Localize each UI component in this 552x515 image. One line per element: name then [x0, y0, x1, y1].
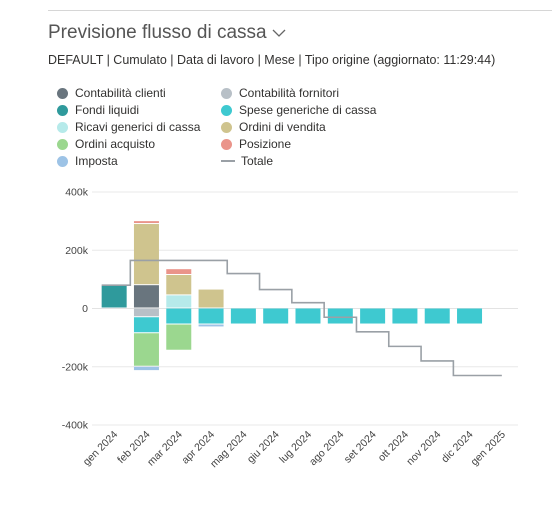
legend-label: Ordini di vendita	[239, 120, 326, 134]
bar-segment	[327, 308, 353, 324]
x-tick-label: gen 2024	[81, 429, 121, 469]
bar-segment	[424, 308, 450, 324]
x-tick-label: giu 2024	[245, 429, 282, 466]
y-tick-label: -400k	[62, 420, 89, 432]
x-tick-label: nov 2024	[404, 429, 443, 468]
legend-label: Posizione	[239, 137, 292, 151]
bar-segment	[263, 308, 289, 324]
bar-segment	[198, 289, 224, 308]
legend-label: Contabilità fornitori	[239, 86, 340, 100]
legend-label: Spese generiche di cassa	[239, 103, 377, 117]
legend-item-imposta[interactable]: Imposta	[57, 154, 118, 168]
chart-title-dropdown[interactable]: Previsione flusso di cassa	[48, 22, 287, 44]
legend-item-totale[interactable]: Totale	[221, 154, 273, 168]
legend-label: Imposta	[75, 154, 118, 168]
legend-item-ricavi-generici[interactable]: Ricavi generici di cassa	[57, 120, 200, 134]
x-tick-label: gen 2025	[469, 429, 509, 469]
legend-item-posizione[interactable]: Posizione	[221, 137, 291, 151]
legend-swatch	[221, 160, 235, 162]
legend-swatch	[221, 87, 232, 99]
bar-segment	[133, 333, 159, 366]
bar-segment	[295, 308, 321, 324]
bar-segment	[133, 317, 159, 333]
bar-segment	[133, 308, 159, 317]
bar-segment	[133, 366, 159, 371]
bar-segment	[166, 295, 192, 308]
bar-segment	[360, 308, 386, 324]
legend-item-contabilita-clienti[interactable]: Contabilità clienti	[57, 86, 166, 100]
x-tick-label: ago 2024	[307, 429, 347, 469]
x-tick-label: mar 2024	[145, 429, 185, 469]
legend-swatch	[57, 121, 68, 133]
legend-swatch	[221, 104, 232, 116]
total-line	[101, 259, 502, 377]
bar-segment	[166, 275, 192, 295]
legend-swatch	[57, 87, 68, 99]
legend-label: Fondi liquidi	[75, 103, 140, 117]
chevron-down-icon	[272, 29, 286, 37]
legend-swatch	[57, 138, 68, 150]
bar-segment	[166, 324, 192, 350]
bar-segment	[198, 324, 224, 327]
bar-segment	[392, 308, 418, 324]
legend-item-spese-generiche[interactable]: Spese generiche di cassa	[221, 103, 376, 117]
chart-subtitle: DEFAULT | Cumulato | Data di lavoro | Me…	[48, 53, 496, 67]
bar-segment	[198, 308, 224, 324]
legend-item-fondi-liquidi[interactable]: Fondi liquidi	[57, 103, 139, 117]
header-divider	[48, 10, 552, 11]
bar-segment	[166, 308, 192, 324]
legend-item-ordini-acquisto[interactable]: Ordini acquisto	[57, 137, 155, 151]
bar-segment	[133, 221, 159, 224]
legend-swatch	[57, 104, 68, 116]
legend-item-ordini-vendita[interactable]: Ordini di vendita	[221, 120, 326, 134]
bar-segment	[230, 308, 256, 324]
legend-label: Ordini acquisto	[75, 137, 156, 151]
legend-swatch	[221, 121, 232, 133]
bar-segment	[457, 308, 483, 324]
legend-swatch	[221, 138, 232, 150]
y-tick-label: 200k	[65, 245, 89, 257]
legend-swatch	[57, 155, 68, 167]
x-tick-label: set 2024	[342, 429, 379, 466]
bar-segment	[133, 285, 159, 308]
bar-segment	[101, 285, 127, 308]
legend-label: Ricavi generici di cassa	[75, 120, 201, 134]
y-tick-label: 0	[82, 303, 88, 315]
legend-label: Contabilità clienti	[75, 86, 166, 100]
bar-segment	[166, 269, 192, 275]
bar-segment	[133, 224, 159, 285]
page-title: Previsione flusso di cassa	[48, 22, 267, 43]
legend-label: Totale	[241, 154, 274, 168]
y-tick-label: -200k	[62, 361, 89, 373]
legend-item-contabilita-fornitori[interactable]: Contabilità fornitori	[221, 86, 339, 100]
y-tick-label: 400k	[65, 187, 89, 199]
